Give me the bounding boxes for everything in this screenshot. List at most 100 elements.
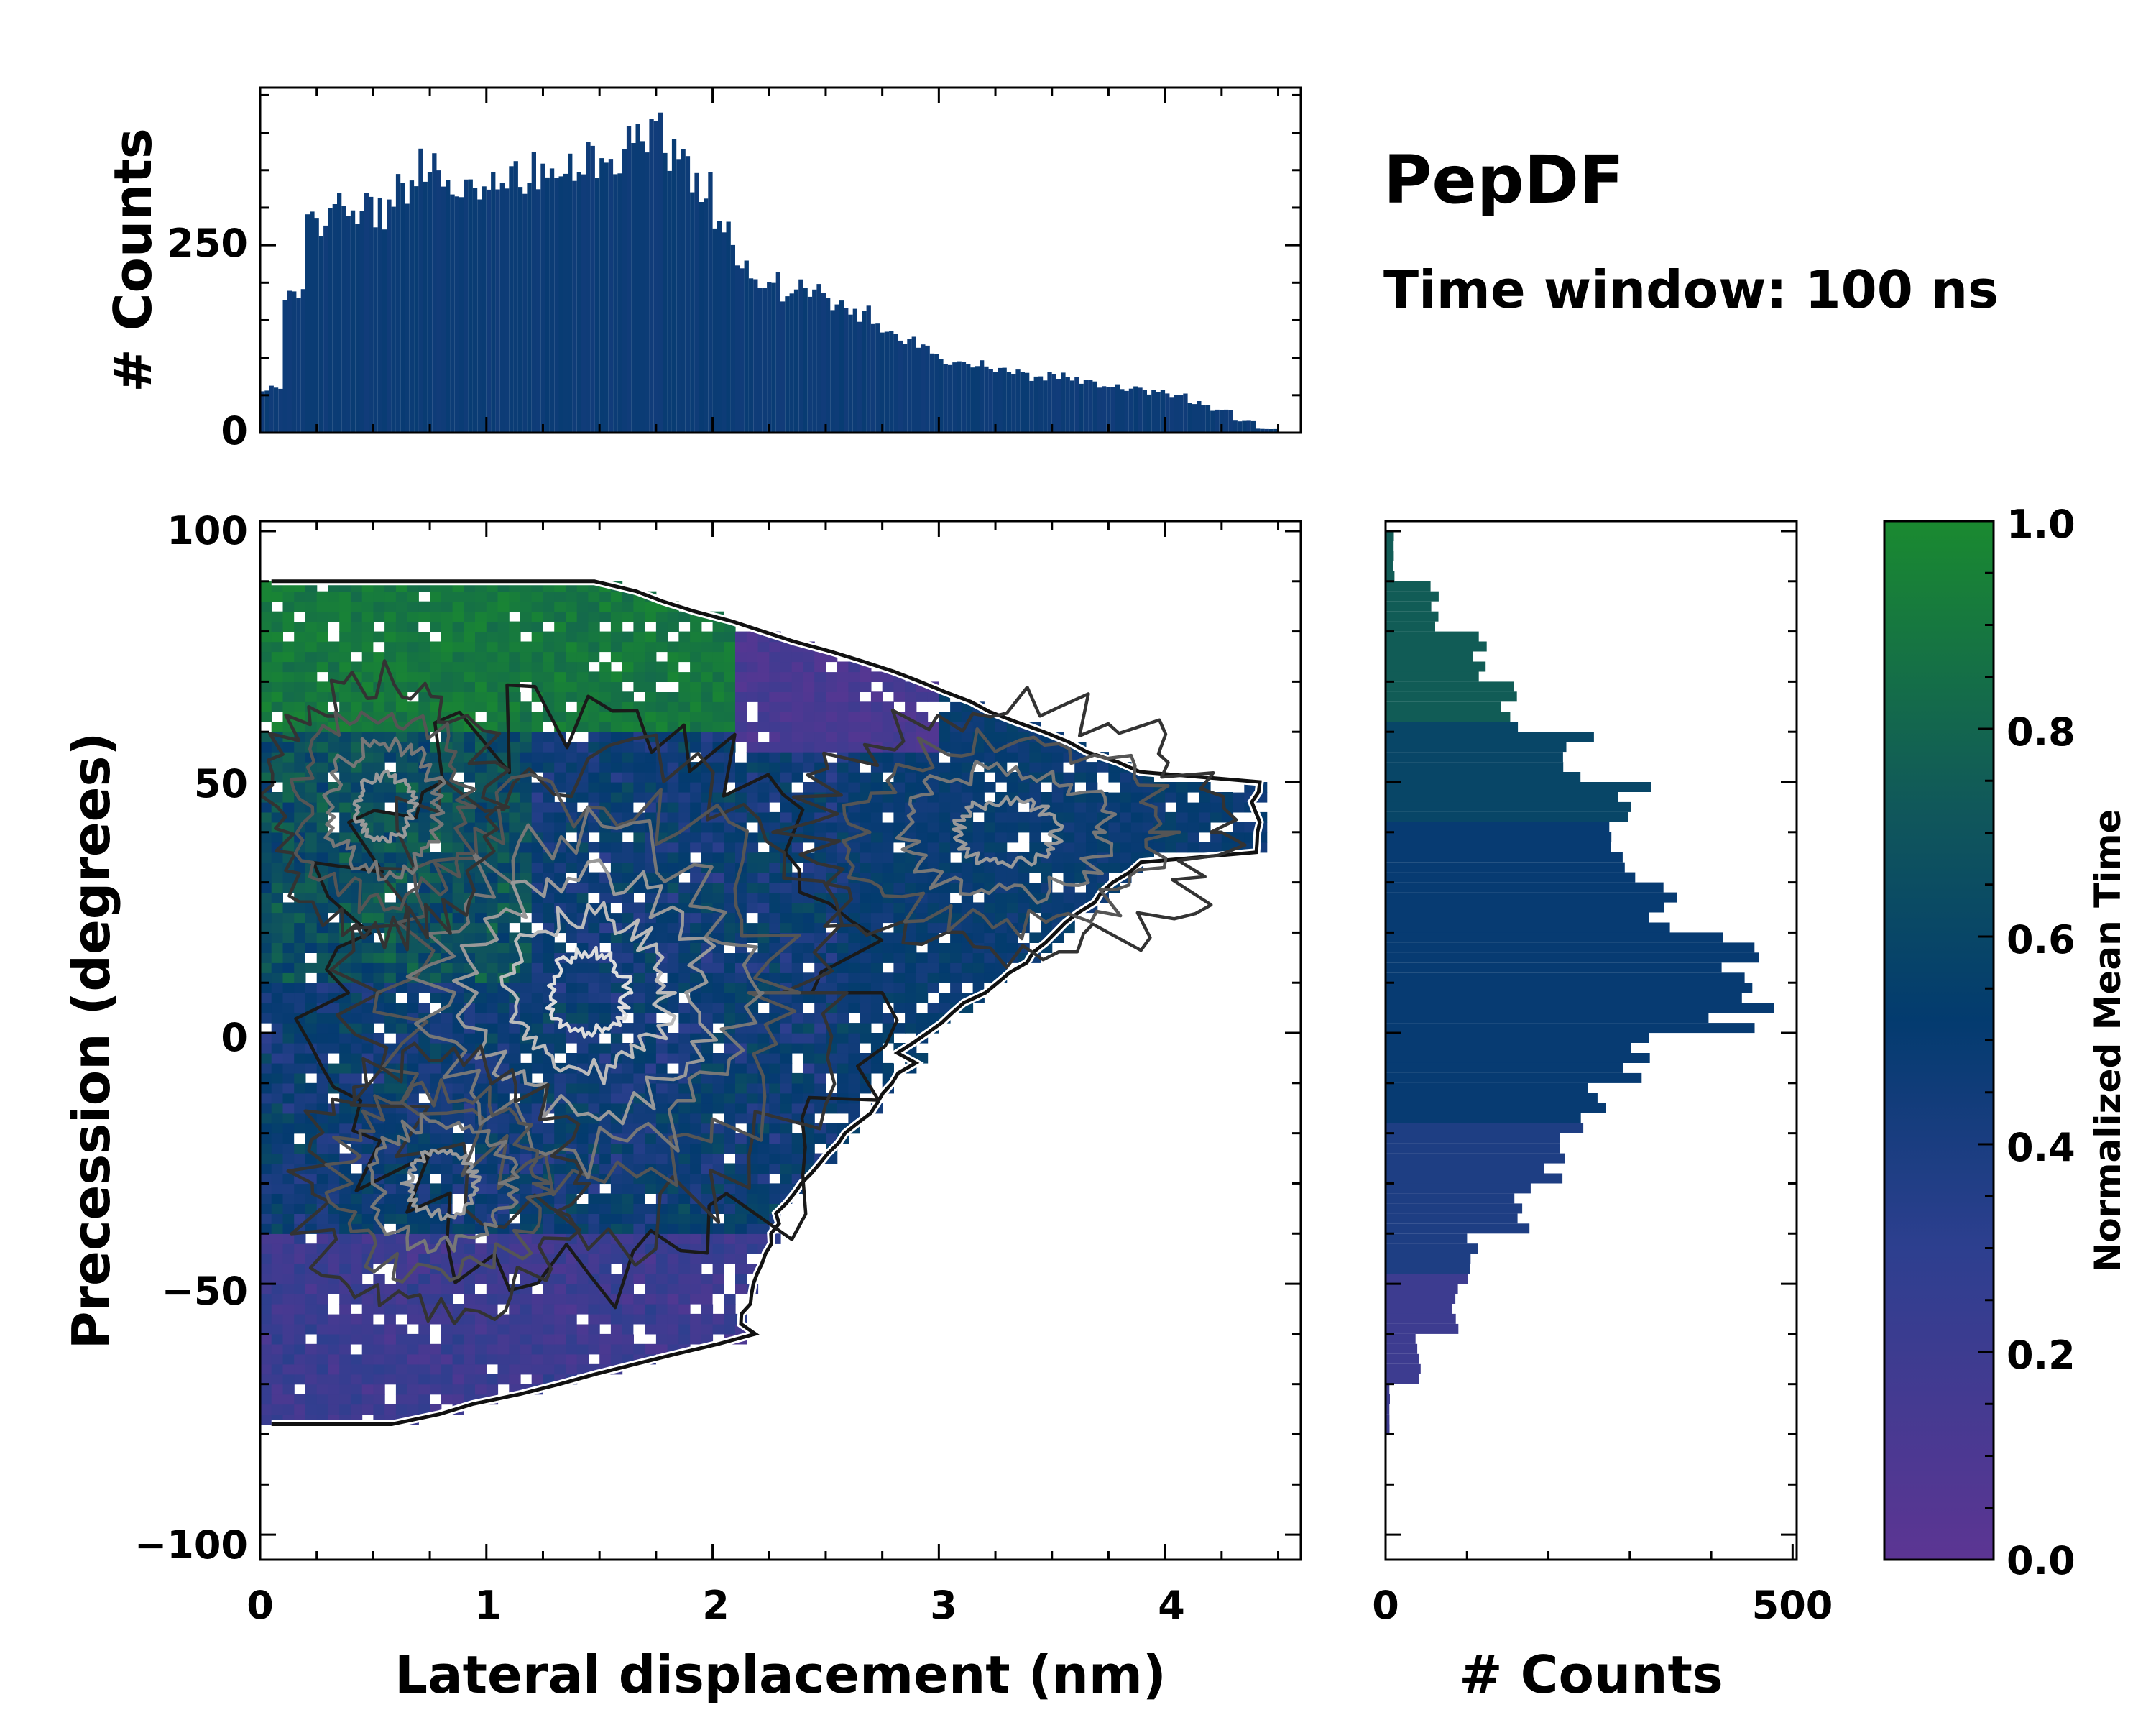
heatmap-cell	[757, 1033, 770, 1044]
heatmap-cell	[486, 983, 499, 993]
heatmap-cell	[520, 1213, 533, 1224]
heatmap-cell	[373, 842, 385, 853]
heatmap-cell	[339, 691, 351, 702]
heatmap-cell	[282, 1333, 295, 1345]
top-histogram-bar	[685, 156, 691, 433]
heatmap-cell	[803, 942, 815, 953]
heatmap-cell	[294, 1353, 306, 1365]
heatmap-cell	[294, 882, 306, 893]
heatmap-cell	[712, 852, 724, 863]
heatmap-cell	[633, 1313, 645, 1325]
heatmap-cell	[678, 671, 691, 682]
heatmap-cell	[1108, 822, 1120, 833]
xtick-label-2: 2	[702, 1583, 729, 1628]
ytick-label-100: 100	[167, 508, 248, 553]
heatmap-cell	[475, 1363, 487, 1375]
top-histogram-bar	[798, 279, 803, 433]
heatmap-cell	[645, 1113, 657, 1124]
heatmap-cell	[667, 801, 679, 813]
heatmap-cell	[655, 681, 668, 692]
heatmap-cell	[701, 1113, 714, 1124]
heatmap-cell	[701, 742, 714, 753]
heatmap-cell	[361, 1313, 374, 1325]
heatmap-cell	[294, 621, 306, 632]
heatmap-cell	[475, 611, 487, 622]
heatmap-cell	[655, 621, 668, 632]
right-histogram-bar	[1386, 1013, 1709, 1024]
heatmap-cell	[826, 952, 838, 963]
heatmap-cell	[599, 1003, 612, 1013]
heatmap-cell	[724, 832, 736, 843]
heatmap-cell	[746, 892, 759, 903]
heatmap-cell	[780, 661, 793, 673]
right-histogram-bar	[1386, 842, 1611, 852]
heatmap-cell	[860, 852, 872, 863]
heatmap-cell	[282, 1153, 295, 1164]
heatmap-cell	[282, 1133, 295, 1144]
heatmap-cell	[1018, 822, 1030, 833]
heatmap-cell	[712, 993, 724, 1003]
heatmap-cell	[814, 1043, 826, 1054]
heatmap-cell	[452, 1023, 464, 1034]
heatmap-cell	[769, 1053, 781, 1064]
heatmap-cell	[407, 822, 419, 833]
heatmap-cell	[282, 651, 295, 663]
right-histogram-bar	[1386, 852, 1623, 862]
heatmap-cell	[735, 722, 747, 732]
top-histogram-bar	[604, 162, 609, 433]
heatmap-cell	[497, 591, 510, 602]
heatmap-cell	[780, 651, 793, 663]
heatmap-cell	[576, 742, 589, 753]
heatmap-cell	[780, 1163, 793, 1174]
heatmap-cell	[566, 962, 578, 973]
top-histogram-bar	[617, 173, 622, 433]
heatmap-cell	[678, 1233, 691, 1244]
heatmap-cell	[576, 852, 589, 863]
heatmap-cell	[407, 983, 419, 993]
top-histogram-bar	[1020, 372, 1025, 433]
heatmap-cell	[282, 681, 295, 692]
heatmap-cell	[316, 1023, 328, 1034]
heatmap-cell	[905, 922, 917, 934]
heatmap-cell	[294, 1183, 306, 1194]
heatmap-cell	[497, 1033, 510, 1044]
heatmap-cell	[950, 712, 962, 722]
heatmap-cell	[610, 762, 623, 773]
contour-line	[329, 733, 849, 1267]
heatmap-cell	[588, 591, 600, 602]
heatmap-cell	[543, 792, 555, 803]
heatmap-cell	[701, 1304, 714, 1315]
heatmap-cell	[294, 983, 306, 993]
heatmap-cell	[690, 1264, 702, 1274]
top-histogram-bar	[369, 196, 374, 433]
heatmap-cell	[814, 1003, 826, 1013]
heatmap-cell	[566, 1264, 578, 1274]
heatmap-cell	[633, 1223, 645, 1234]
heatmap-cell	[316, 1213, 328, 1224]
heatmap-cell	[791, 752, 803, 763]
heatmap-cell	[430, 1133, 442, 1144]
heatmap-cell	[576, 1313, 589, 1325]
heatmap-cell	[430, 661, 442, 673]
heatmap-cell	[701, 962, 714, 973]
heatmap-cell	[905, 872, 917, 883]
heatmap-cell	[678, 651, 691, 663]
heatmap-cell	[599, 691, 612, 702]
heatmap-cell	[622, 651, 634, 663]
heatmap-cell	[655, 661, 668, 673]
heatmap-cell	[814, 912, 826, 924]
heatmap-cell	[260, 1384, 272, 1395]
heatmap-cell	[746, 882, 759, 893]
heatmap-cell	[961, 962, 974, 973]
heatmap-cell	[316, 601, 328, 612]
heatmap-cell	[576, 792, 589, 803]
heatmap-cell	[870, 962, 883, 973]
top-histogram-bar	[364, 193, 369, 433]
heatmap-cell	[735, 1113, 747, 1124]
heatmap-cell	[361, 1013, 374, 1024]
heatmap-cell	[475, 811, 487, 823]
heatmap-cell	[271, 1143, 283, 1154]
top-histogram-bar	[1228, 410, 1233, 433]
heatmap-cell	[486, 972, 499, 983]
heatmap-cell	[520, 852, 533, 863]
